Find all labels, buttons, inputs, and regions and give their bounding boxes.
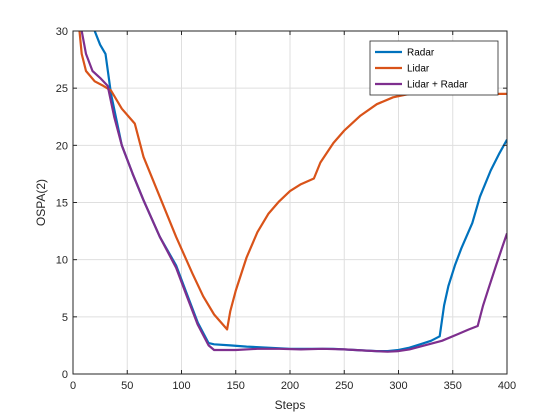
y-tick-label: 10 [56, 255, 68, 267]
x-tick-label: 150 [227, 380, 245, 392]
series-line-2 [78, 31, 507, 331]
x-tick-label: 50 [121, 380, 133, 392]
y-tick-label: 0 [62, 369, 68, 381]
x-tick-label: 350 [444, 380, 462, 392]
x-tick-label: 200 [281, 380, 299, 392]
tick-labels: 0 50 100 150 200 250 300 350 400 0 5 10 15 20 25 30 [56, 26, 516, 392]
legend-label: Lidar + Radar [407, 80, 469, 91]
x-tick-label: 300 [389, 380, 407, 392]
y-tick-label: 25 [56, 83, 68, 95]
series-group [78, 31, 507, 353]
legend: Radar Lidar Lidar + Radar [369, 40, 499, 96]
x-axis-label: Steps [275, 398, 306, 412]
y-tick-label: 30 [56, 26, 68, 38]
y-tick-label: 15 [56, 198, 68, 210]
series-line-3 [80, 31, 507, 353]
y-axis-label: OSPA(2) [34, 179, 48, 226]
plot-frame [72, 30, 508, 375]
legend-label: Lidar [407, 64, 430, 75]
y-tick-label: 20 [56, 140, 68, 152]
x-tick-label: 400 [498, 380, 516, 392]
y-tick-label: 5 [62, 312, 68, 324]
x-tick-label: 0 [70, 380, 76, 392]
axes [72, 30, 508, 375]
x-tick-label: 100 [172, 380, 190, 392]
x-tick-label: 250 [335, 380, 353, 392]
legend-label: Radar [407, 48, 435, 59]
